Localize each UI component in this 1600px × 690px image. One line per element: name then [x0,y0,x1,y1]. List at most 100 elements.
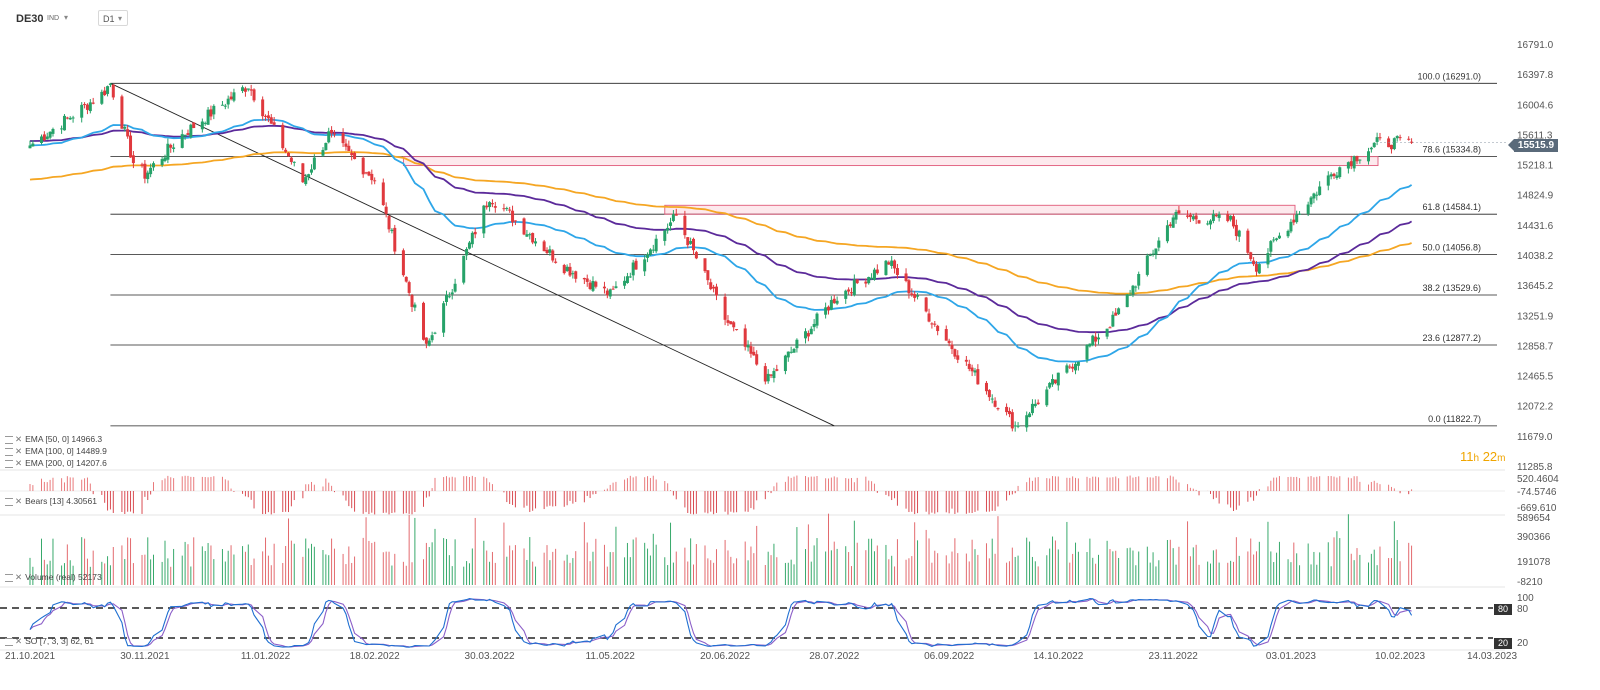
candle[interactable] [812,319,816,332]
candle[interactable] [1306,201,1310,217]
candle[interactable] [671,210,675,223]
candle[interactable] [694,250,698,260]
candle[interactable] [502,203,506,212]
candle[interactable] [493,201,497,213]
settings-icon[interactable] [5,435,13,444]
candle[interactable] [301,162,305,184]
candle[interactable] [852,274,856,297]
candle[interactable] [964,355,968,366]
candle[interactable] [692,237,696,256]
candle[interactable] [775,364,779,372]
candle[interactable] [1366,147,1370,165]
candle[interactable] [1231,213,1235,229]
stochastic-legend[interactable]: ✕ SO [7, 3, 3] 62, 61 [5,636,94,647]
candle[interactable] [669,217,673,231]
candle[interactable] [1410,138,1414,144]
candle[interactable] [806,330,810,342]
candle[interactable] [1114,308,1118,316]
candle[interactable] [332,130,336,138]
candle[interactable] [384,202,388,218]
candle[interactable] [327,127,331,144]
candle[interactable] [1378,132,1382,141]
candle[interactable] [1168,222,1172,228]
candle[interactable] [1226,210,1230,223]
candle[interactable] [1286,229,1290,239]
candle[interactable] [62,114,66,131]
settings-icon[interactable] [5,573,13,582]
ema100-legend[interactable]: ✕ EMA [100, 0] 14489.9 [5,446,107,457]
candle[interactable] [381,178,385,206]
candle[interactable] [1277,232,1281,240]
candle[interactable] [1010,409,1014,432]
close-icon[interactable]: ✕ [15,458,23,468]
candle[interactable] [683,210,687,239]
candle[interactable] [686,237,690,249]
candle[interactable] [916,293,920,300]
candle[interactable] [1105,328,1109,340]
candle[interactable] [1275,237,1279,242]
candle[interactable] [1194,212,1198,225]
candle[interactable] [42,131,46,142]
candle[interactable] [870,273,874,280]
candle[interactable] [370,169,374,185]
candle[interactable] [844,289,848,304]
candle[interactable] [1068,364,1072,370]
candle[interactable] [180,129,184,149]
candle[interactable] [304,173,308,186]
candle[interactable] [574,270,578,283]
candle[interactable] [321,147,325,158]
candle[interactable] [712,284,716,293]
candle[interactable] [1252,257,1256,267]
candle[interactable] [169,143,173,153]
candle[interactable] [795,338,799,353]
candle[interactable] [103,86,107,97]
candle[interactable] [1369,146,1373,153]
candle[interactable] [307,173,311,181]
candle[interactable] [1053,379,1057,385]
candle[interactable] [410,293,414,312]
candle[interactable] [608,288,612,300]
candle[interactable] [904,268,908,283]
candle[interactable] [48,131,52,140]
candle[interactable] [266,110,270,123]
candle[interactable] [229,91,233,101]
candle[interactable] [1246,228,1250,255]
candle[interactable] [582,277,586,285]
candle[interactable] [769,374,773,379]
candle[interactable] [287,152,291,157]
candle[interactable] [723,293,727,326]
candle[interactable] [1358,159,1362,164]
candle[interactable] [766,369,770,384]
candle[interactable] [465,247,469,261]
candle[interactable] [85,103,89,115]
candle[interactable] [772,367,776,383]
candle[interactable] [427,338,431,347]
candle[interactable] [525,229,529,237]
candle[interactable] [824,302,828,319]
candle[interactable] [1186,210,1190,219]
candle[interactable] [120,94,124,129]
candle[interactable] [967,359,971,372]
candle[interactable] [312,154,316,171]
candle[interactable] [424,337,428,349]
candle[interactable] [591,276,595,293]
candle[interactable] [1335,172,1339,180]
candle[interactable] [953,348,957,360]
candle[interactable] [864,278,868,288]
candle[interactable] [1056,372,1060,391]
candle[interactable] [792,347,796,353]
candle[interactable] [984,381,988,395]
candle[interactable] [1108,326,1112,329]
candle[interactable] [123,124,127,132]
candle[interactable] [1372,142,1376,148]
candle[interactable] [1292,214,1296,226]
candle[interactable] [91,97,95,105]
candle[interactable] [226,95,230,109]
candle[interactable] [462,255,466,285]
candle[interactable] [28,140,32,149]
candle[interactable] [1148,253,1152,257]
timeframe-select[interactable]: D1 ▾ [98,10,128,26]
candle[interactable] [933,321,937,327]
candle[interactable] [631,259,635,281]
candle[interactable] [927,308,931,323]
